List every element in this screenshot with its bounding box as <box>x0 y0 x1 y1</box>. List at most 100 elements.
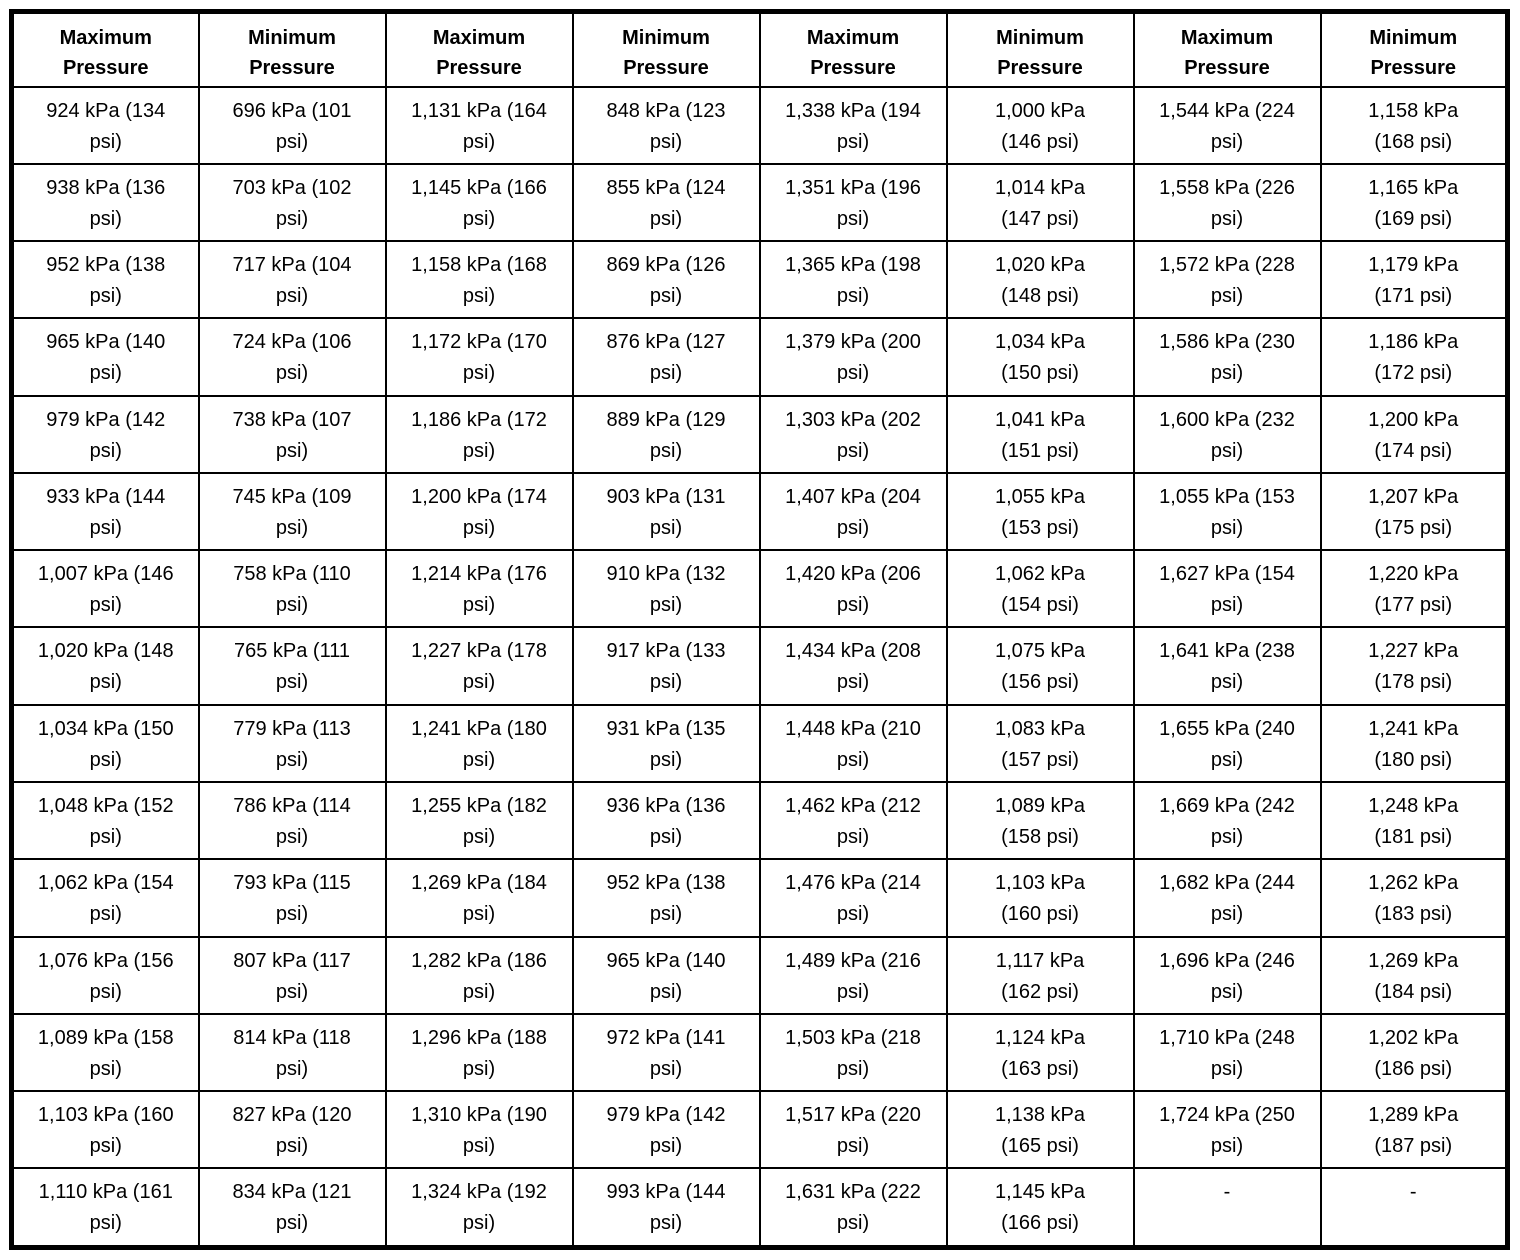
table-cell: 1,420 kPa (206 psi) <box>758 549 948 629</box>
table-cell: 1,710 kPa (248 psi) <box>1132 1012 1322 1093</box>
table-cell: 717 kPa (104 psi) <box>197 240 387 320</box>
table-cell: 1,041 kPa (151 psi) <box>945 394 1135 474</box>
table-row: 1,048 kPa (152 psi) 786 kPa (114 psi) 1,25… <box>10 781 1509 861</box>
table-cell: 1,289 kPa (187 psi) <box>1319 1090 1509 1170</box>
table-cell: 1,075 kPa (156 psi) <box>945 626 1135 706</box>
table-cell: 952 kPa (138 psi) <box>571 858 761 938</box>
column-header: Minimum Pressure <box>571 10 761 88</box>
table-cell: 1,172 kPa (170 psi) <box>384 317 574 397</box>
table-cell: 1,627 kPa (154 psi) <box>1132 549 1322 629</box>
table-cell: 1,034 kPa (150 psi) <box>945 317 1135 397</box>
table-cell: 1,303 kPa (202 psi) <box>758 394 948 474</box>
table-cell: 1,503 kPa (218 psi) <box>758 1012 948 1093</box>
table-cell: 1,089 kPa (158 psi) <box>10 1012 200 1093</box>
table-row: 933 kPa (144 psi) 745 kPa (109 psi) 1,200 … <box>10 471 1509 552</box>
table-cell: 779 kPa (113 psi) <box>197 703 387 784</box>
table-cell: 1,227 kPa (178 psi) <box>384 626 574 706</box>
table-cell: 1,055 kPa (153 psi) <box>1132 471 1322 552</box>
table-cell: 931 kPa (135 psi) <box>571 703 761 784</box>
table-row: 1,007 kPa (146 psi) 758 kPa (110 psi) 1,21… <box>10 549 1509 629</box>
table-cell: 952 kPa (138 psi) <box>10 240 200 320</box>
table-cell: 1,145 kPa (166 psi) <box>384 162 574 243</box>
table-cell: 745 kPa (109 psi) <box>197 471 387 552</box>
table-cell: 993 kPa (144 psi) <box>571 1167 761 1249</box>
table-cell: 807 kPa (117 psi) <box>197 935 387 1015</box>
table-cell: 1,489 kPa (216 psi) <box>758 935 948 1015</box>
pressure-table: Maximum Pressure Minimum Pressure Maximum … <box>9 9 1510 1250</box>
table-cell: 1,165 kPa (169 psi) <box>1319 162 1509 243</box>
table-cell: 1,248 kPa (181 psi) <box>1319 781 1509 861</box>
table-cell: 1,186 kPa (172 psi) <box>384 394 574 474</box>
table-cell: 1,365 kPa (198 psi) <box>758 240 948 320</box>
table-cell: 1,179 kPa (171 psi) <box>1319 240 1509 320</box>
column-header: Minimum Pressure <box>197 10 387 88</box>
table-row: 952 kPa (138 psi) 717 kPa (104 psi) 1,158 … <box>10 240 1509 320</box>
table-cell: 1,448 kPa (210 psi) <box>758 703 948 784</box>
table-cell: 1,055 kPa (153 psi) <box>945 471 1135 552</box>
table-cell: 1,338 kPa (194 psi) <box>758 85 948 165</box>
table-cell: 793 kPa (115 psi) <box>197 858 387 938</box>
table-cell: 1,600 kPa (232 psi) <box>1132 394 1322 474</box>
table-cell: 855 kPa (124 psi) <box>571 162 761 243</box>
table-cell: 889 kPa (129 psi) <box>571 394 761 474</box>
table-header: Maximum Pressure Minimum Pressure Maximum … <box>10 10 1509 88</box>
table-cell: 1,282 kPa (186 psi) <box>384 935 574 1015</box>
table-cell: 1,682 kPa (244 psi) <box>1132 858 1322 938</box>
table-cell: 1,014 kPa (147 psi) <box>945 162 1135 243</box>
table-cell: 936 kPa (136 psi) <box>571 781 761 861</box>
table-cell: 1,641 kPa (238 psi) <box>1132 626 1322 706</box>
table-cell: 1,724 kPa (250 psi) <box>1132 1090 1322 1170</box>
table-cell: 1,089 kPa (158 psi) <box>945 781 1135 861</box>
table-cell: 1,124 kPa (163 psi) <box>945 1012 1135 1093</box>
table-cell: 1,655 kPa (240 psi) <box>1132 703 1322 784</box>
table-cell: 910 kPa (132 psi) <box>571 549 761 629</box>
table-cell: 1,379 kPa (200 psi) <box>758 317 948 397</box>
table-cell: 1,048 kPa (152 psi) <box>10 781 200 861</box>
table-cell: 1,186 kPa (172 psi) <box>1319 317 1509 397</box>
table-cell: 1,007 kPa (146 psi) <box>10 549 200 629</box>
table-cell: 1,214 kPa (176 psi) <box>384 549 574 629</box>
table-cell: 1,544 kPa (224 psi) <box>1132 85 1322 165</box>
table-row: 1,020 kPa (148 psi) 765 kPa (111 psi) 1,22… <box>10 626 1509 706</box>
table-cell: 1,324 kPa (192 psi) <box>384 1167 574 1249</box>
table-cell: 1,076 kPa (156 psi) <box>10 935 200 1015</box>
table-row: 1,034 kPa (150 psi) 779 kPa (113 psi) 1,24… <box>10 703 1509 784</box>
table-cell: 1,062 kPa (154 psi) <box>945 549 1135 629</box>
table-cell: 1,020 kPa (148 psi) <box>10 626 200 706</box>
table-cell: 1,586 kPa (230 psi) <box>1132 317 1322 397</box>
column-header: Maximum Pressure <box>10 10 200 88</box>
column-header: Maximum Pressure <box>1132 10 1322 88</box>
table-row: 938 kPa (136 psi) 703 kPa (102 psi) 1,145 … <box>10 162 1509 243</box>
table-cell: 1,034 kPa (150 psi) <box>10 703 200 784</box>
table-cell: 933 kPa (144 psi) <box>10 471 200 552</box>
table-cell: 1,572 kPa (228 psi) <box>1132 240 1322 320</box>
column-header: Minimum Pressure <box>945 10 1135 88</box>
table-cell: 1,131 kPa (164 psi) <box>384 85 574 165</box>
table-cell: 1,269 kPa (184 psi) <box>384 858 574 938</box>
column-header: Maximum Pressure <box>384 10 574 88</box>
table-cell: 876 kPa (127 psi) <box>571 317 761 397</box>
table-cell: 1,669 kPa (242 psi) <box>1132 781 1322 861</box>
table-cell: 1,351 kPa (196 psi) <box>758 162 948 243</box>
table-cell: 1,227 kPa (178 psi) <box>1319 626 1509 706</box>
table-cell: 938 kPa (136 psi) <box>10 162 200 243</box>
table-cell: 1,207 kPa (175 psi) <box>1319 471 1509 552</box>
table-cell: 834 kPa (121 psi) <box>197 1167 387 1249</box>
table-cell: 1,255 kPa (182 psi) <box>384 781 574 861</box>
table-cell: 738 kPa (107 psi) <box>197 394 387 474</box>
table-cell: 917 kPa (133 psi) <box>571 626 761 706</box>
table-cell: 724 kPa (106 psi) <box>197 317 387 397</box>
column-header: Minimum Pressure <box>1319 10 1509 88</box>
table-cell: 1,262 kPa (183 psi) <box>1319 858 1509 938</box>
table-cell: 1,517 kPa (220 psi) <box>758 1090 948 1170</box>
table-cell: 1,202 kPa (186 psi) <box>1319 1012 1509 1093</box>
table-cell: 1,000 kPa (146 psi) <box>945 85 1135 165</box>
table-cell: 1,062 kPa (154 psi) <box>10 858 200 938</box>
table-cell: 1,158 kPa (168 psi) <box>384 240 574 320</box>
table-cell: 1,296 kPa (188 psi) <box>384 1012 574 1093</box>
table-row: 1,110 kPa (161 psi) 834 kPa (121 psi) 1,32… <box>10 1167 1509 1249</box>
table-cell: 814 kPa (118 psi) <box>197 1012 387 1093</box>
table-cell: 758 kPa (110 psi) <box>197 549 387 629</box>
table-row: 1,076 kPa (156 psi) 807 kPa (117 psi) 1,28… <box>10 935 1509 1015</box>
